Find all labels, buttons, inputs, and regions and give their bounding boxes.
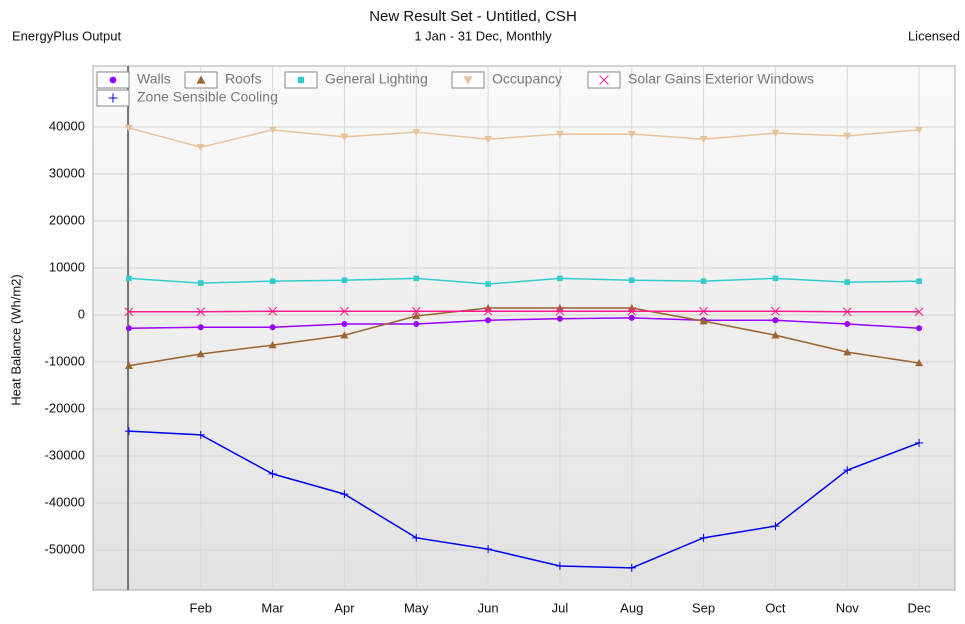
point: [126, 276, 132, 282]
point: [198, 280, 204, 286]
left-note: EnergyPlus Output: [12, 28, 122, 43]
point: [773, 276, 779, 282]
point: [629, 315, 635, 321]
legend-label: General Lighting: [325, 71, 428, 87]
x-tick-label: Sep: [692, 600, 715, 615]
point: [629, 277, 635, 283]
point: [342, 277, 348, 283]
point: [270, 278, 276, 284]
x-tick-label: Jun: [478, 600, 499, 615]
chart-subtitle: 1 Jan - 31 Dec, Monthly: [414, 28, 552, 43]
y-tick-label: 30000: [49, 165, 85, 180]
legend-label: Solar Gains Exterior Windows: [628, 71, 814, 87]
x-tick-label: Mar: [261, 600, 284, 615]
x-tick-label: Oct: [765, 600, 786, 615]
x-tick-label: Jul: [552, 600, 569, 615]
point: [916, 325, 922, 331]
point: [844, 279, 850, 285]
point: [126, 325, 132, 331]
y-tick-label: -10000: [45, 353, 85, 368]
point: [341, 321, 347, 327]
right-note: Licensed: [908, 28, 960, 43]
legend-label: Zone Sensible Cooling: [137, 89, 278, 105]
y-tick-label: 10000: [49, 259, 85, 274]
y-tick-label: -30000: [45, 447, 85, 462]
point: [916, 278, 922, 284]
y-tick-label: -50000: [45, 541, 85, 556]
point: [110, 77, 117, 84]
x-tick-label: Apr: [334, 600, 355, 615]
legend-label: Occupancy: [492, 71, 562, 87]
point: [701, 278, 707, 284]
x-tick-label: May: [404, 600, 429, 615]
point: [298, 77, 304, 83]
x-tick-label: Nov: [836, 600, 860, 615]
plot-area: [93, 66, 955, 590]
x-tick-label: Aug: [620, 600, 643, 615]
point: [844, 321, 850, 327]
point: [198, 324, 204, 330]
legend-label: Roofs: [225, 71, 262, 87]
y-tick-label: 20000: [49, 212, 85, 227]
y-tick-label: -20000: [45, 400, 85, 415]
legend-label: Walls: [137, 71, 171, 87]
y-tick-label: 40000: [49, 118, 85, 133]
y-tick-label: -40000: [45, 494, 85, 509]
point: [557, 316, 563, 322]
point: [485, 317, 491, 323]
point: [413, 276, 419, 282]
point: [557, 276, 563, 282]
y-axis-label: Heat Balance (Wh/m2): [8, 274, 23, 406]
chart-title: New Result Set - Untitled, CSH: [369, 8, 577, 25]
point: [485, 281, 491, 287]
point: [270, 324, 276, 330]
point: [413, 321, 419, 327]
point: [772, 317, 778, 323]
x-tick-label: Dec: [908, 600, 932, 615]
y-tick-label: 0: [78, 306, 85, 321]
x-tick-label: Feb: [190, 600, 212, 615]
